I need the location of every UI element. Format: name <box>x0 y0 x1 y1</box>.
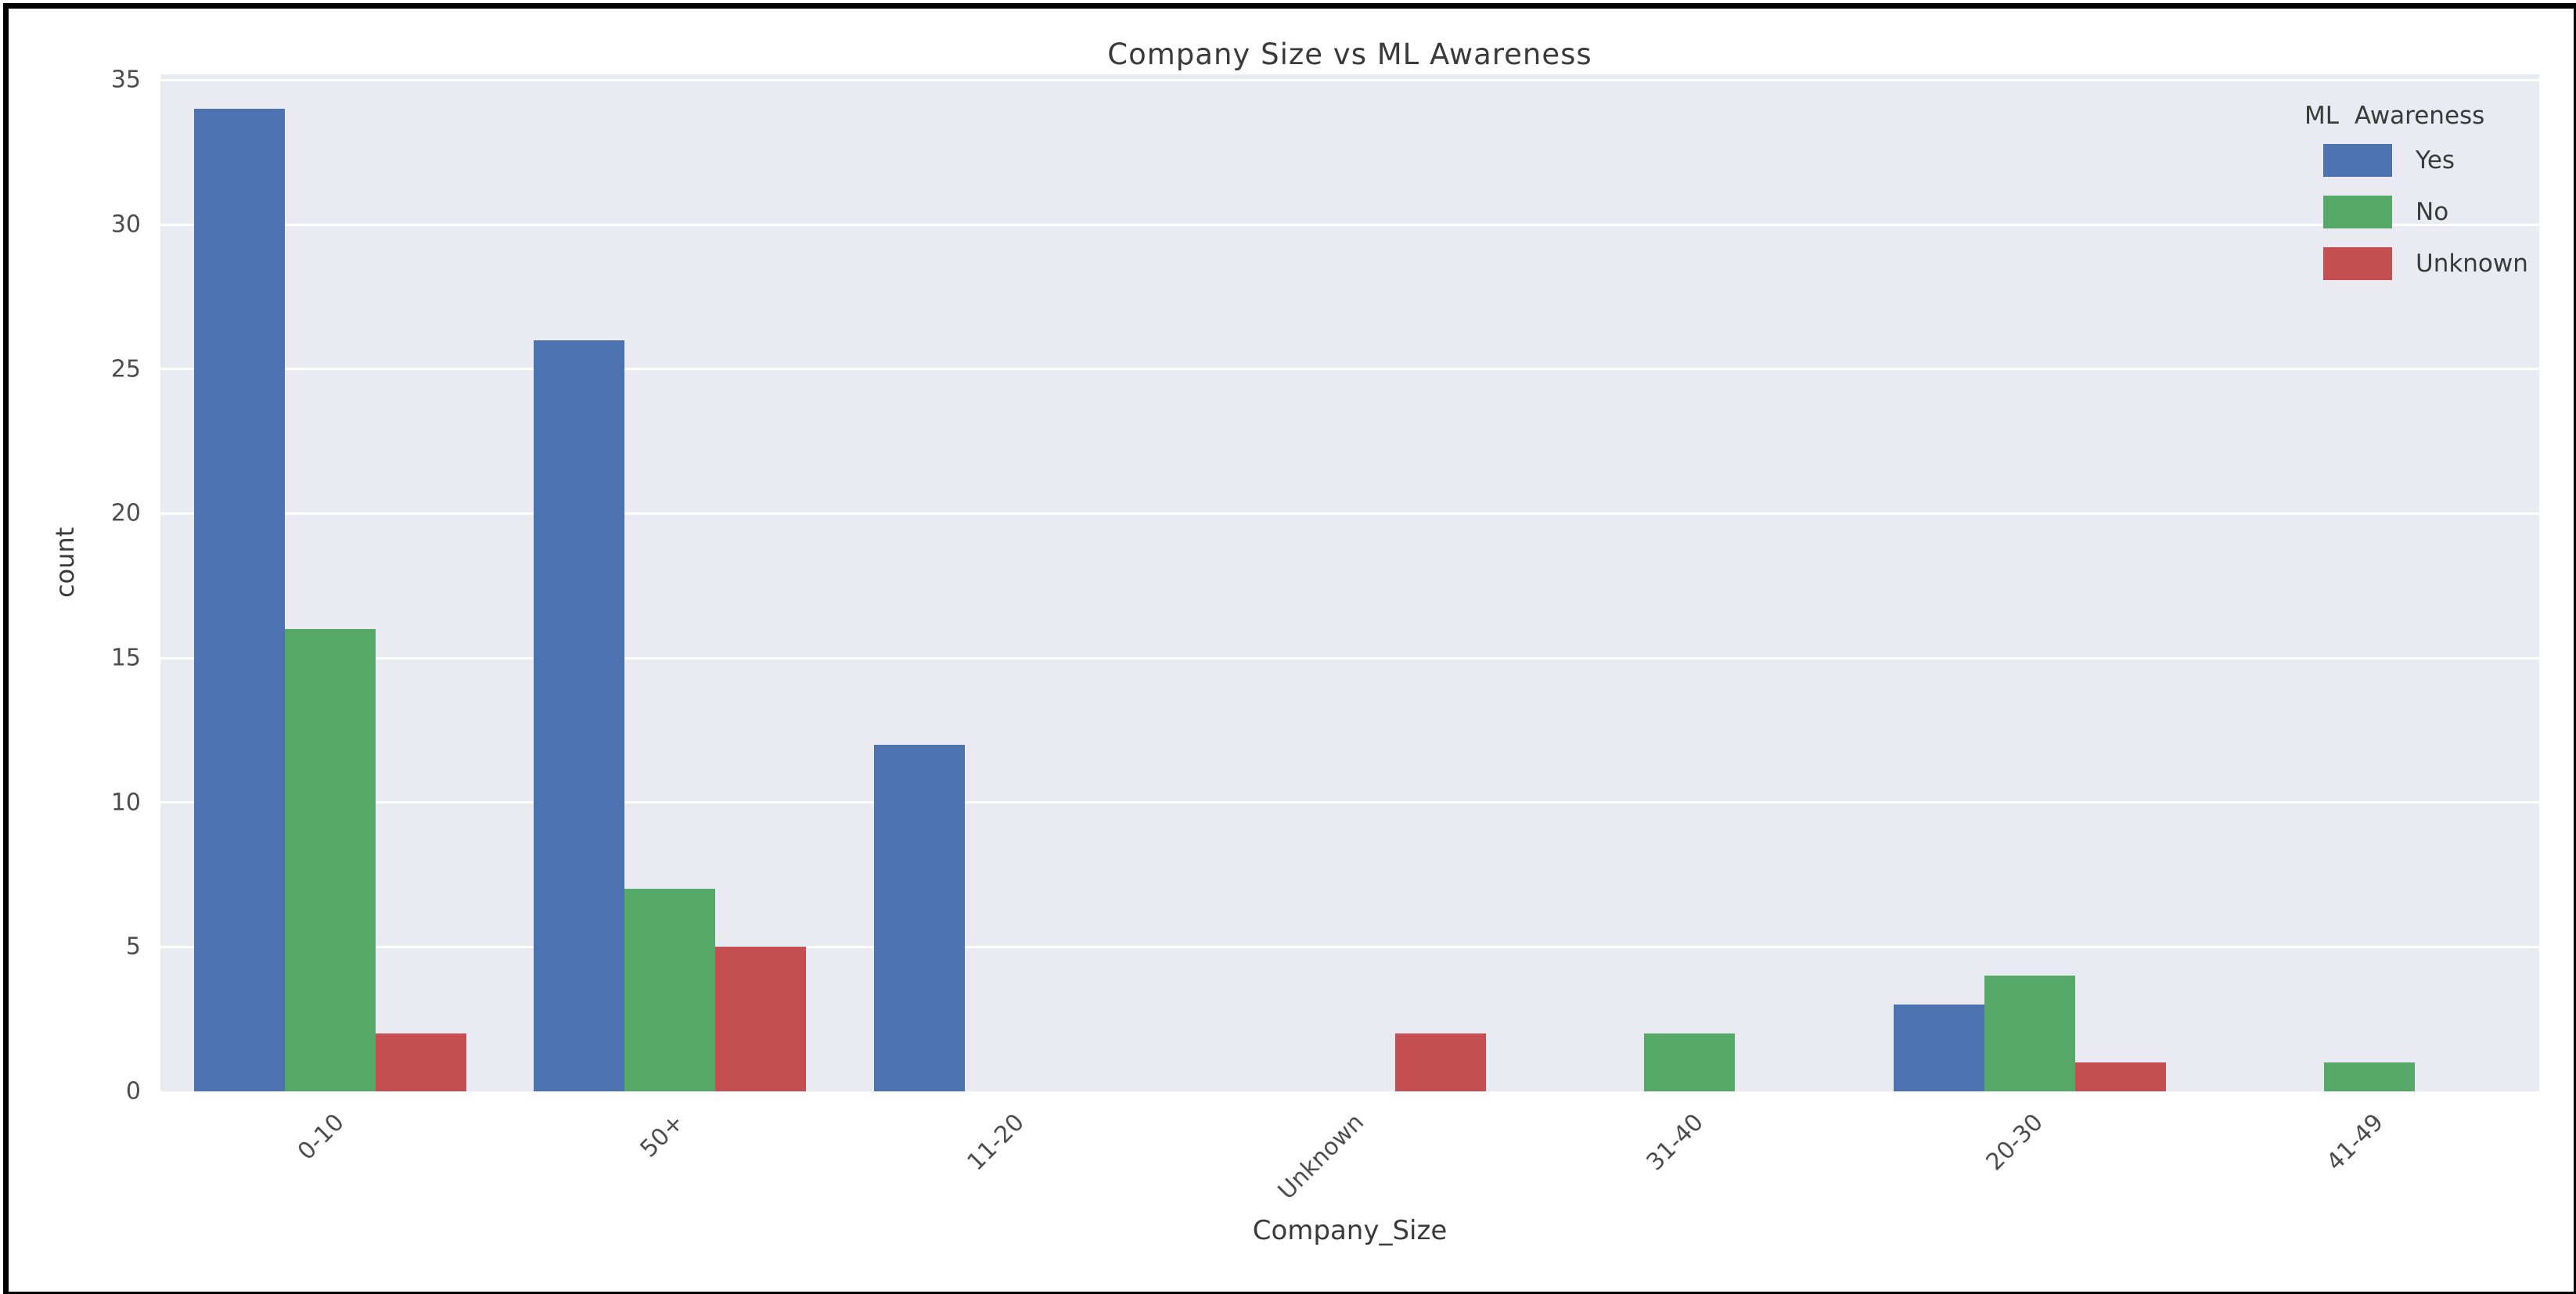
bar-31-40-No <box>1644 1033 1735 1091</box>
legend-title: ML Awareness <box>2304 102 2485 130</box>
x-tick-label-Unknown: Unknown <box>1272 1109 1369 1206</box>
bar-50+-Unknown <box>715 947 806 1091</box>
y-tick-label: 10 <box>110 789 141 817</box>
y-tick-label: 35 <box>110 66 141 94</box>
legend-rows: Yes No Unknown <box>2304 144 2563 280</box>
y-tick-label: 0 <box>125 1077 141 1105</box>
legend-label: Unknown <box>2416 250 2528 278</box>
x-tick-label-0-10: 0-10 <box>293 1109 350 1166</box>
bar-20-30-Unknown <box>2075 1062 2166 1091</box>
legend-swatch-icon <box>2323 144 2392 177</box>
legend-label: No <box>2416 198 2449 226</box>
bar-20-30-No <box>1984 976 2075 1091</box>
legend-item-Yes: Yes <box>2304 144 2563 177</box>
bar-50+-No <box>624 889 715 1091</box>
x-axis-label: Company_Size <box>1252 1215 1448 1246</box>
gridline-15 <box>160 656 2539 660</box>
y-tick-label: 25 <box>110 355 141 383</box>
x-tick-label-20-30: 20-30 <box>1981 1109 2049 1177</box>
legend: ML Awareness Yes No Unknown <box>2304 102 2563 299</box>
x-tick-label-41-49: 41-49 <box>2321 1109 2389 1177</box>
bar-50+-Yes <box>534 340 624 1091</box>
bar-0-10-Unknown <box>376 1033 466 1091</box>
gridline-35 <box>160 78 2539 81</box>
y-tick-label: 15 <box>110 644 141 672</box>
bar-20-30-Yes <box>1894 1005 1984 1091</box>
gridline-30 <box>160 223 2539 226</box>
plot-area <box>160 74 2539 1091</box>
x-tick-label-50+: 50+ <box>635 1109 690 1163</box>
bar-0-10-Yes <box>194 109 285 1091</box>
legend-label: Yes <box>2416 146 2455 174</box>
bar-0-10-No <box>285 629 376 1091</box>
y-tick-label: 30 <box>110 210 141 239</box>
chart-title: Company Size vs ML Awareness <box>1107 38 1592 71</box>
gridline-10 <box>160 801 2539 804</box>
gridline-20 <box>160 512 2539 515</box>
legend-swatch-icon <box>2323 247 2392 280</box>
gridline-5 <box>160 945 2539 948</box>
bar-Unknown-Unknown <box>1395 1033 1486 1091</box>
x-tick-label-31-40: 31-40 <box>1641 1109 1710 1177</box>
y-tick-label: 20 <box>110 499 141 527</box>
gridline-25 <box>160 368 2539 371</box>
y-tick-label: 5 <box>125 933 141 961</box>
bar-41-49-No <box>2324 1062 2415 1091</box>
x-tick-label-11-20: 11-20 <box>962 1109 1030 1177</box>
legend-swatch-icon <box>2323 196 2392 228</box>
legend-item-No: No <box>2304 196 2563 228</box>
bar-11-20-Yes <box>874 745 965 1091</box>
y-axis-label: count <box>50 527 81 598</box>
legend-item-Unknown: Unknown <box>2304 247 2563 280</box>
